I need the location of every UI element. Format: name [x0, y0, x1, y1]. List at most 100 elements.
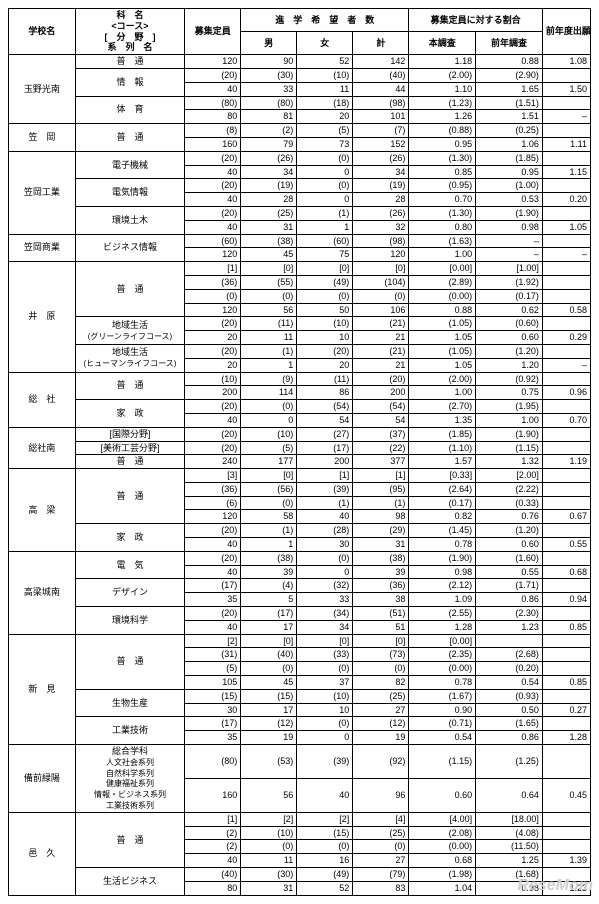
data-cell: (29) — [353, 524, 409, 538]
data-cell: 40 — [185, 220, 241, 234]
data-cell: (20) — [185, 317, 241, 331]
data-cell: [2] — [297, 812, 353, 826]
data-cell: 1.00 — [409, 248, 476, 262]
data-cell: (34) — [297, 607, 353, 621]
data-cell: (2.70) — [409, 400, 476, 414]
data-cell: (0.33) — [476, 496, 543, 510]
data-cell — [542, 262, 590, 276]
data-cell: (0.93) — [476, 689, 543, 703]
data-cell: 86 — [297, 386, 353, 400]
data-cell: (0) — [297, 717, 353, 731]
data-cell: (25) — [353, 826, 409, 840]
data-cell: (1) — [241, 344, 297, 358]
data-cell: [0] — [297, 262, 353, 276]
data-cell: (56) — [241, 482, 297, 496]
data-cell: (2.12) — [409, 579, 476, 593]
school-name-cell: 総社南 — [9, 427, 76, 468]
data-cell — [542, 400, 590, 414]
data-cell: (1.85) — [409, 427, 476, 441]
data-cell: (40) — [241, 648, 297, 662]
table-row: 総社南[国際分野](20)(10)(27)(37)(1.85)(1.90) — [9, 427, 591, 441]
data-cell: (0) — [353, 289, 409, 303]
data-cell: – — [542, 248, 590, 262]
data-cell: 20 — [297, 110, 353, 124]
data-cell: 114 — [241, 386, 297, 400]
data-cell: 16 — [297, 854, 353, 868]
data-cell: – — [542, 110, 590, 124]
data-cell: 0.27 — [542, 703, 590, 717]
subject-cell: 環境科学 — [75, 607, 184, 635]
table-row: 総 社普 通(10)(9)(11)(20)(2.00)(0.92) — [9, 372, 591, 386]
data-cell: (1.23) — [409, 96, 476, 110]
subject-cell: 総合学科人文社会系列自然科学系列健康福祉系列情報・ビジネス系列工業技術系列 — [75, 745, 184, 813]
data-cell: 40 — [185, 413, 241, 427]
data-cell: 1.15 — [542, 165, 590, 179]
data-cell: (92) — [353, 745, 409, 779]
data-cell: 80 — [185, 110, 241, 124]
data-cell: (60) — [185, 234, 241, 248]
data-cell: 105 — [185, 676, 241, 690]
data-cell: 82 — [353, 676, 409, 690]
data-cell: 101 — [353, 110, 409, 124]
data-cell — [542, 634, 590, 648]
data-cell: 20 — [297, 358, 353, 372]
table-row: 環境科学(20)(17)(34)(51)(2.55)(2.30) — [9, 607, 591, 621]
data-cell: 0.98 — [476, 220, 543, 234]
data-cell: (9) — [241, 372, 297, 386]
data-cell: 80 — [185, 881, 241, 895]
data-cell: 0.55 — [476, 565, 543, 579]
data-cell: 11 — [297, 82, 353, 96]
hdr-m: 男 — [241, 32, 297, 55]
data-cell: – — [476, 248, 543, 262]
data-cell: 0.86 — [476, 731, 543, 745]
data-cell: 0.62 — [476, 303, 543, 317]
data-cell: (2.89) — [409, 275, 476, 289]
data-cell: 120 — [185, 303, 241, 317]
subject-cell: 情 報 — [75, 68, 184, 96]
data-cell: (5) — [241, 441, 297, 455]
data-cell: 1 — [241, 538, 297, 552]
data-cell: 28 — [241, 193, 297, 207]
data-cell: (54) — [297, 400, 353, 414]
table-header: 学校名科 名<コース>[ 分 野 ]系 列 名募集定員進 学 希 望 者 数募集… — [9, 9, 591, 55]
data-cell: 31 — [241, 881, 297, 895]
data-cell: 45 — [241, 248, 297, 262]
data-cell: [2] — [241, 812, 297, 826]
data-cell: 240 — [185, 455, 241, 469]
data-cell: (0) — [297, 151, 353, 165]
data-cell: 54 — [297, 413, 353, 427]
subject-cell: 家 政 — [75, 524, 184, 552]
data-cell: 98 — [353, 510, 409, 524]
data-cell: (6) — [185, 496, 241, 510]
data-cell: (11) — [297, 372, 353, 386]
subject-cell: 普 通 — [75, 372, 184, 400]
data-cell: (0.88) — [409, 124, 476, 138]
data-cell: 54 — [353, 413, 409, 427]
data-cell: 1.05 — [409, 331, 476, 345]
table-row: 新 見普 通[2][0][0][0][0.00] — [9, 634, 591, 648]
data-cell: 27 — [353, 703, 409, 717]
data-cell: 0.45 — [542, 778, 590, 812]
table-row: 笠岡工業電子機械(20)(26)(0)(26)(1.30)(1.85) — [9, 151, 591, 165]
data-cell: 0.96 — [542, 386, 590, 400]
data-cell: (2.08) — [409, 826, 476, 840]
data-cell — [542, 469, 590, 483]
data-cell: (20) — [185, 68, 241, 82]
data-cell: (104) — [353, 275, 409, 289]
data-cell — [542, 717, 590, 731]
data-cell: 56 — [241, 303, 297, 317]
data-cell: (20) — [185, 179, 241, 193]
subject-cell: 生物生産 — [75, 689, 184, 717]
data-cell: 106 — [353, 303, 409, 317]
data-cell — [542, 441, 590, 455]
data-cell: (20) — [185, 151, 241, 165]
data-cell: (1.05) — [409, 344, 476, 358]
school-name-cell: 笠 岡 — [9, 124, 76, 152]
data-cell: (1.98) — [409, 868, 476, 882]
table-row: 情 報(20)(30)(10)(40)(2.00)(2.90) — [9, 68, 591, 82]
hdr-f: 女 — [297, 32, 353, 55]
data-cell: (0.25) — [476, 124, 543, 138]
data-cell: 1.20 — [476, 358, 543, 372]
data-cell: (12) — [353, 717, 409, 731]
data-cell: 0.98 — [409, 565, 476, 579]
